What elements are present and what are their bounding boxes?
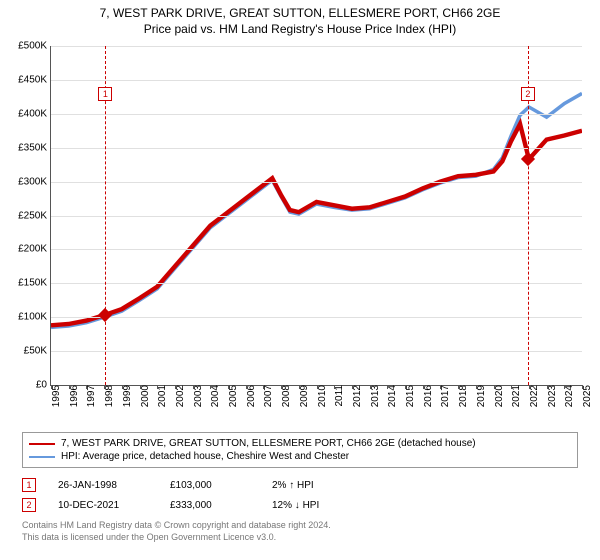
event-marker: 2 — [521, 87, 535, 101]
data-point-marker: 2 — [22, 498, 36, 512]
gridline — [51, 249, 582, 250]
legend-label: 7, WEST PARK DRIVE, GREAT SUTTON, ELLESM… — [61, 438, 476, 449]
footer-line2: This data is licensed under the Open Gov… — [22, 532, 578, 544]
x-axis-label: 2019 — [472, 385, 487, 407]
data-point-row: 2 10-DEC-2021 £333,000 12% ↓ HPI — [22, 498, 578, 512]
y-axis-label: £500K — [18, 41, 51, 52]
y-axis-label: £200K — [18, 244, 51, 255]
x-axis-label: 2009 — [295, 385, 310, 407]
x-axis-label: 2020 — [490, 385, 505, 407]
chart-plot-area: £0£50K£100K£150K£200K£250K£300K£350K£400… — [50, 46, 582, 386]
x-axis-label: 1995 — [47, 385, 62, 407]
x-axis-label: 2014 — [383, 385, 398, 407]
data-point-date: 26-JAN-1998 — [58, 480, 148, 491]
chart-subtitle: Price paid vs. HM Land Registry's House … — [0, 22, 600, 36]
gridline — [51, 351, 582, 352]
series-hpi — [51, 93, 582, 327]
y-axis-label: £100K — [18, 312, 51, 323]
legend-item: HPI: Average price, detached house, Ches… — [29, 450, 571, 463]
y-axis-label: £350K — [18, 142, 51, 153]
x-axis-label: 1996 — [65, 385, 80, 407]
x-axis-label: 2002 — [171, 385, 186, 407]
footer: Contains HM Land Registry data © Crown c… — [22, 520, 578, 543]
gridline — [51, 216, 582, 217]
data-point-price: £103,000 — [170, 480, 250, 491]
legend-swatch — [29, 443, 55, 445]
x-axis-label: 2017 — [436, 385, 451, 407]
data-point-pct: 2% ↑ HPI — [272, 480, 352, 491]
x-axis-label: 2023 — [543, 385, 558, 407]
x-axis-label: 1998 — [100, 385, 115, 407]
x-axis-label: 2001 — [153, 385, 168, 407]
y-axis-label: £300K — [18, 176, 51, 187]
data-point-row: 1 26-JAN-1998 £103,000 2% ↑ HPI — [22, 478, 578, 492]
gridline — [51, 148, 582, 149]
x-axis-label: 1999 — [118, 385, 133, 407]
x-axis-label: 2013 — [366, 385, 381, 407]
x-axis-label: 2005 — [224, 385, 239, 407]
x-axis-label: 2015 — [401, 385, 416, 407]
x-axis-label: 2000 — [136, 385, 151, 407]
gridline — [51, 114, 582, 115]
y-axis-label: £50K — [24, 346, 51, 357]
y-axis-label: £250K — [18, 210, 51, 221]
chart-title: 7, WEST PARK DRIVE, GREAT SUTTON, ELLESM… — [0, 6, 600, 20]
x-axis-label: 2018 — [454, 385, 469, 407]
x-axis-label: 2006 — [242, 385, 257, 407]
gridline — [51, 46, 582, 47]
y-axis-label: £150K — [18, 278, 51, 289]
event-marker: 1 — [98, 87, 112, 101]
gridline — [51, 317, 582, 318]
data-point-date: 10-DEC-2021 — [58, 500, 148, 511]
chart-header: 7, WEST PARK DRIVE, GREAT SUTTON, ELLESM… — [0, 0, 600, 38]
gridline — [51, 80, 582, 81]
x-axis-label: 2008 — [277, 385, 292, 407]
x-axis-label: 2021 — [507, 385, 522, 407]
x-axis-label: 2012 — [348, 385, 363, 407]
x-axis-label: 2011 — [330, 385, 345, 407]
legend-swatch — [29, 456, 55, 458]
footer-line1: Contains HM Land Registry data © Crown c… — [22, 520, 578, 532]
gridline — [51, 283, 582, 284]
data-points-table: 1 26-JAN-1998 £103,000 2% ↑ HPI 2 10-DEC-2021… — [22, 478, 578, 512]
x-axis-label: 2004 — [206, 385, 221, 407]
x-axis-label: 1997 — [82, 385, 97, 407]
x-axis-label: 2007 — [259, 385, 274, 407]
gridline — [51, 182, 582, 183]
y-axis-label: £400K — [18, 108, 51, 119]
legend-item: 7, WEST PARK DRIVE, GREAT SUTTON, ELLESM… — [29, 437, 571, 450]
x-axis-label: 2025 — [578, 385, 593, 407]
x-axis-label: 2022 — [525, 385, 540, 407]
data-point-price: £333,000 — [170, 500, 250, 511]
x-axis-label: 2024 — [560, 385, 575, 407]
x-axis-label: 2003 — [189, 385, 204, 407]
legend: 7, WEST PARK DRIVE, GREAT SUTTON, ELLESM… — [22, 432, 578, 468]
x-axis-label: 2010 — [313, 385, 328, 407]
legend-box: 7, WEST PARK DRIVE, GREAT SUTTON, ELLESM… — [22, 432, 578, 468]
legend-label: HPI: Average price, detached house, Ches… — [61, 451, 349, 462]
data-point-pct: 12% ↓ HPI — [272, 500, 352, 511]
y-axis-label: £450K — [18, 74, 51, 85]
data-point-marker: 1 — [22, 478, 36, 492]
x-axis-label: 2016 — [419, 385, 434, 407]
